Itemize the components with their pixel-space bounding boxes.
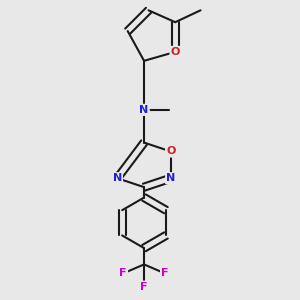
Text: N: N [140,105,149,115]
Text: N: N [113,173,122,183]
Text: O: O [166,146,176,157]
Text: F: F [161,268,169,278]
Text: N: N [166,173,176,183]
Text: O: O [171,47,180,57]
Text: F: F [140,282,148,292]
Text: F: F [119,268,127,278]
